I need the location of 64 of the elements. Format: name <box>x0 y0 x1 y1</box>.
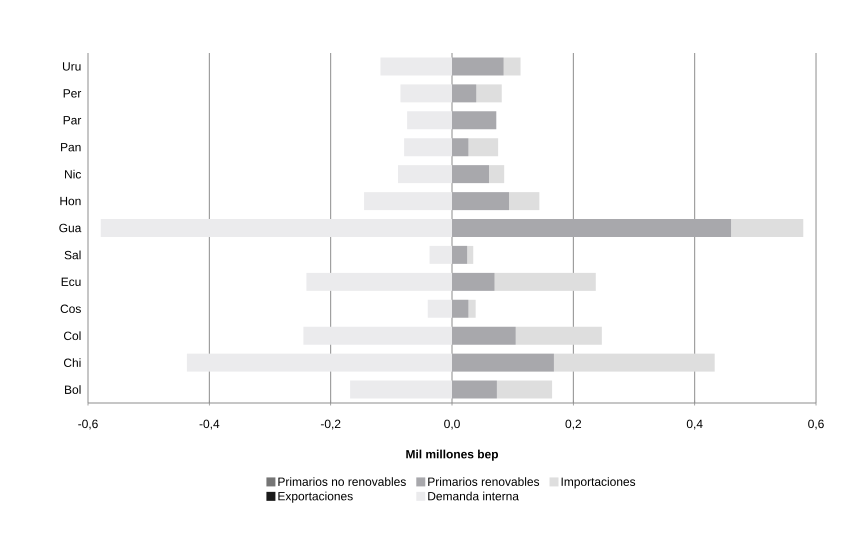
bar <box>186 354 452 372</box>
x-tick-label: -0,4 <box>200 420 220 430</box>
legend-label: Demanda interna <box>428 492 519 500</box>
bar <box>398 165 452 184</box>
bar <box>452 380 497 399</box>
legend-label: Importaciones <box>562 477 636 488</box>
bar <box>452 138 468 156</box>
bar <box>306 272 452 291</box>
bar <box>452 246 468 264</box>
bar <box>400 84 452 102</box>
bar <box>100 219 452 238</box>
y-tick-label: Pan <box>61 143 81 152</box>
bar <box>452 192 510 210</box>
bar <box>452 57 504 76</box>
y-tick-label: Nic <box>65 170 81 179</box>
bar <box>430 246 452 264</box>
x-axis-title: Mil millones bep <box>406 450 498 461</box>
bar <box>428 300 452 318</box>
y-tick-label: Uru <box>62 62 81 71</box>
y-tick-label: Par <box>64 116 82 124</box>
bar <box>407 111 452 130</box>
bar <box>516 326 602 345</box>
bar <box>494 272 596 291</box>
legend-label: Primarios no renovables <box>278 477 406 486</box>
bar <box>496 380 552 399</box>
bar <box>452 300 468 318</box>
y-tick-label: Gua <box>59 224 82 232</box>
bar <box>452 84 476 102</box>
bar <box>452 219 732 238</box>
legend-label: Primarios renovables <box>428 477 540 486</box>
bar <box>350 380 452 399</box>
y-tick-label: Col <box>64 331 81 340</box>
y-tick-label: Cos <box>60 304 81 313</box>
bar <box>452 111 496 130</box>
y-tick-label: Bol <box>65 385 81 394</box>
bar <box>452 354 554 372</box>
y-tick-label: Chi <box>64 358 81 367</box>
bar <box>452 272 494 291</box>
bar <box>380 57 452 76</box>
bar <box>468 300 476 318</box>
y-tick-label: Per <box>64 89 82 98</box>
bar <box>554 354 715 372</box>
x-tick-label: -0,6 <box>78 420 98 430</box>
bar <box>731 219 804 238</box>
bar <box>467 246 474 264</box>
x-tick-label: 0,2 <box>566 420 582 430</box>
bar <box>452 326 516 345</box>
y-tick-label: Ecu <box>62 278 81 286</box>
x-tick-label: -0,2 <box>320 420 340 430</box>
bar <box>364 192 452 210</box>
y-tick-label: Hon <box>60 196 81 206</box>
bar <box>504 57 521 76</box>
x-tick-label: 0,6 <box>808 420 824 430</box>
y-tick-label: Sal <box>64 250 81 260</box>
bar <box>468 138 498 156</box>
bar <box>509 192 540 210</box>
x-tick-label: 0,4 <box>686 420 703 430</box>
legend-label: Exportaciones <box>278 492 353 503</box>
bar <box>476 84 502 102</box>
bar <box>404 138 452 156</box>
x-tick-label: 0,0 <box>444 420 460 430</box>
bar <box>452 165 490 184</box>
bar <box>489 165 504 184</box>
bar <box>303 326 452 345</box>
